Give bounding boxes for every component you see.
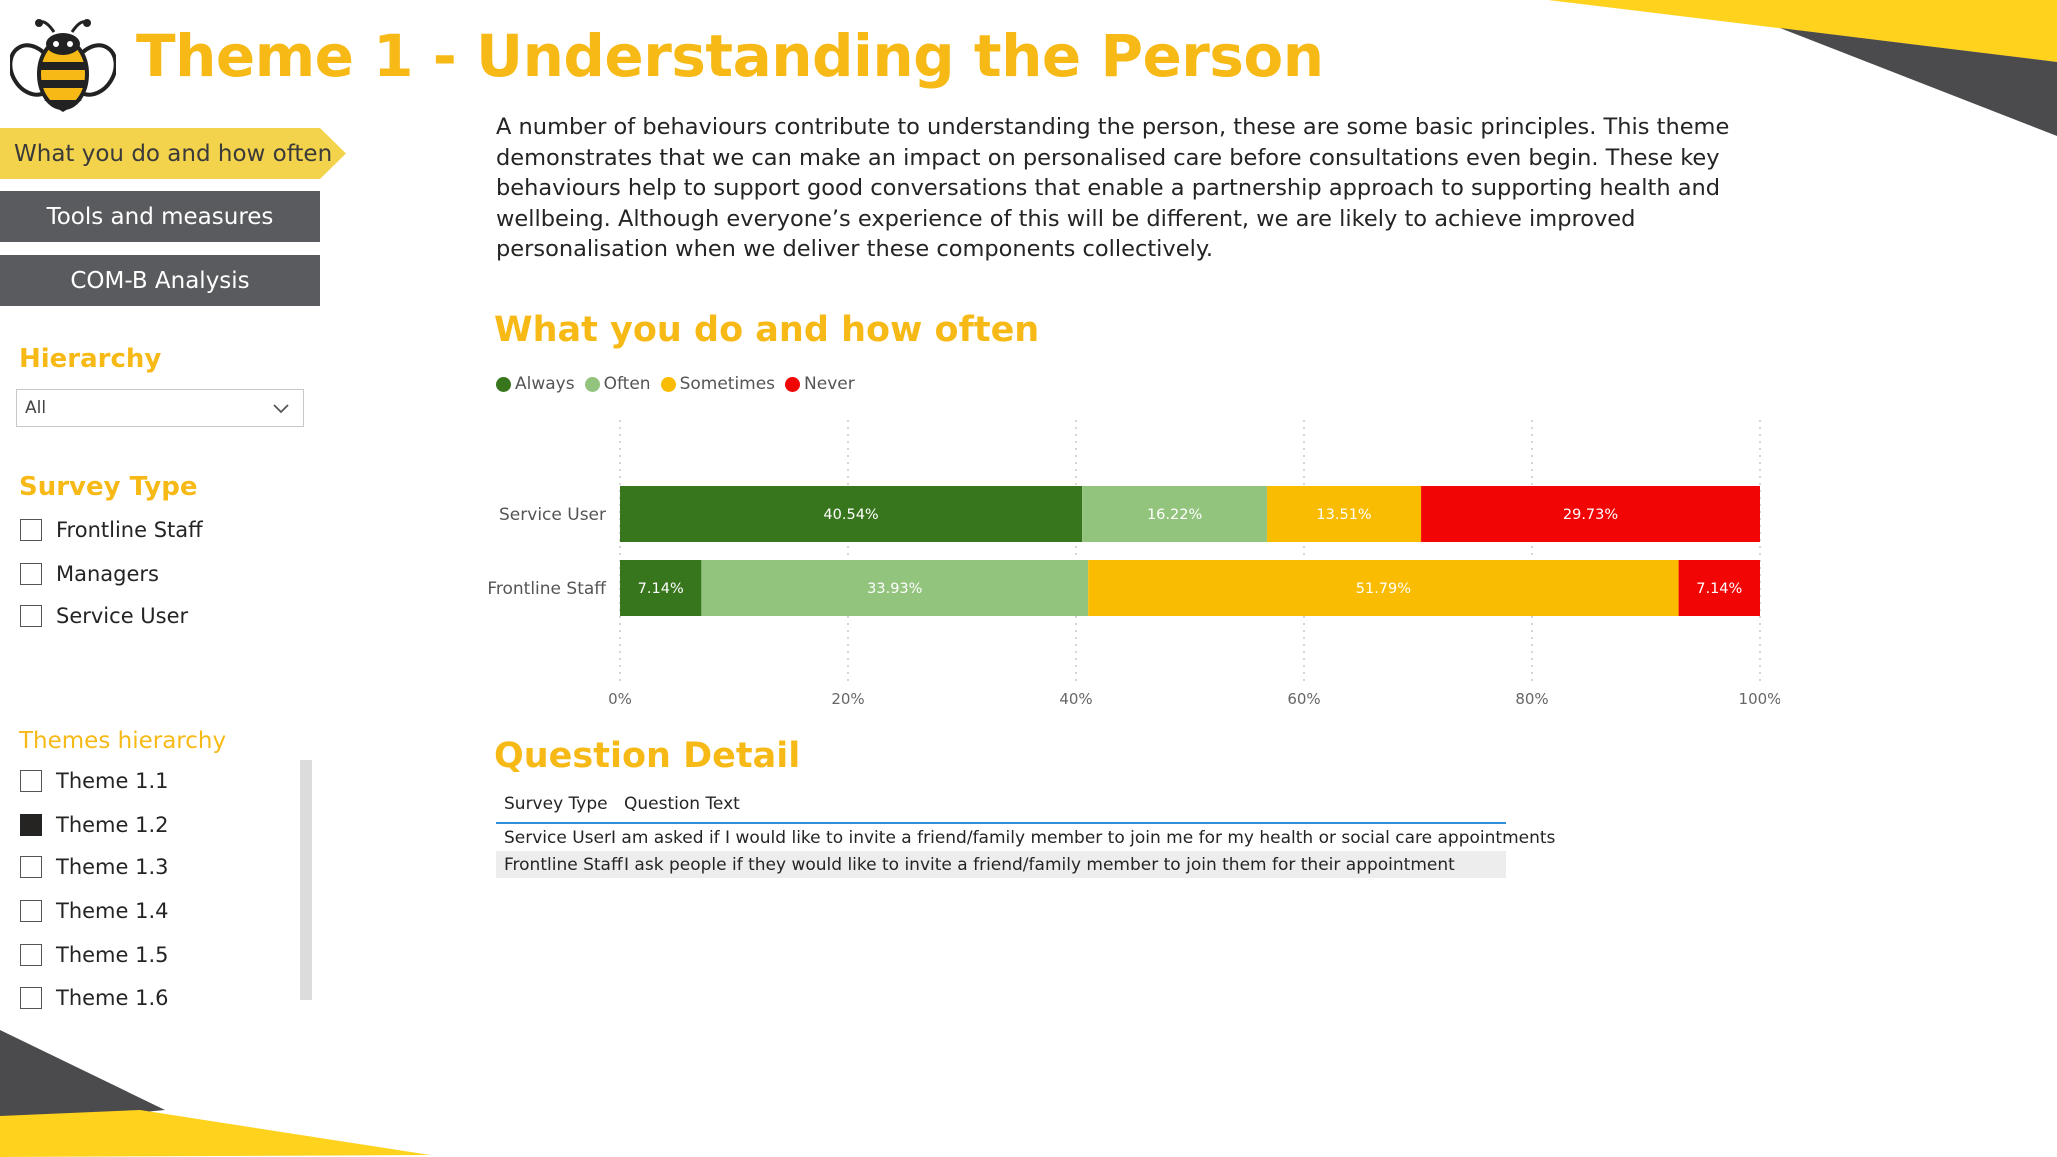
data-label: 16.22% xyxy=(1147,507,1202,523)
data-label: 13.51% xyxy=(1316,507,1371,523)
checkbox-icon[interactable] xyxy=(20,856,42,878)
category-label: Service User xyxy=(499,505,606,525)
theme-option-label: Theme 1.2 xyxy=(56,813,169,837)
legend-label: Often xyxy=(603,374,651,394)
question-table: Survey Type Question Text Service User I… xyxy=(496,786,1555,878)
checkbox-icon[interactable] xyxy=(20,563,42,585)
bar-segment xyxy=(1421,486,1760,542)
column-header-survey-type[interactable]: Survey Type xyxy=(504,794,608,814)
nav-com-b-analysis-button[interactable]: COM-B Analysis xyxy=(0,255,320,306)
themes-scrollbar[interactable] xyxy=(300,760,312,1000)
theme-option[interactable]: Theme 1.2 xyxy=(20,813,169,837)
checkbox-icon[interactable] xyxy=(20,900,42,922)
theme-option[interactable]: Theme 1.5 xyxy=(20,943,169,967)
survey-type-option-label: Service User xyxy=(56,604,189,628)
theme-option-label: Theme 1.1 xyxy=(56,769,169,793)
legend-dot-icon xyxy=(660,376,676,392)
theme-option[interactable]: Theme 1.4 xyxy=(20,899,169,923)
data-label: 7.14% xyxy=(638,581,684,597)
legend-label: Always xyxy=(515,374,575,394)
hierarchy-selected-value: All xyxy=(25,398,47,418)
bar-segment xyxy=(1088,560,1679,616)
legend-item[interactable]: Often xyxy=(584,374,651,394)
x-tick-label: 0% xyxy=(608,690,632,708)
chart-legend: Always Often Sometimes Never xyxy=(496,374,865,394)
data-label: 7.14% xyxy=(1696,581,1742,597)
theme-option[interactable]: Theme 1.1 xyxy=(20,769,169,793)
themes-slicer-title: Themes hierarchy xyxy=(19,728,227,754)
checkbox-icon[interactable] xyxy=(20,944,42,966)
x-tick-label: 20% xyxy=(831,690,864,708)
nav-tools-and-measures-button[interactable]: Tools and measures xyxy=(0,191,320,242)
checkbox-icon[interactable] xyxy=(20,987,42,1009)
table-row: Service User I am asked if I would like … xyxy=(496,824,1555,851)
theme-option-label: Theme 1.5 xyxy=(56,943,169,967)
survey-type-option[interactable]: Managers xyxy=(20,562,159,586)
legend-item[interactable]: Never xyxy=(785,374,855,394)
question-detail-title: Question Detail xyxy=(494,736,801,776)
bar-segment xyxy=(1082,486,1268,542)
legend-item[interactable]: Always xyxy=(496,374,575,394)
theme-option-label: Theme 1.6 xyxy=(56,986,169,1010)
survey-type-option[interactable]: Service User xyxy=(20,604,188,628)
theme-option[interactable]: Theme 1.3 xyxy=(20,855,169,879)
x-tick-label: 60% xyxy=(1287,690,1320,708)
survey-type-option-label: Frontline Staff xyxy=(56,518,203,542)
checkbox-icon[interactable] xyxy=(20,605,42,627)
x-tick-label: 40% xyxy=(1059,690,1092,708)
legend-label: Never xyxy=(804,374,855,394)
data-label: 33.93% xyxy=(867,581,922,597)
x-tick-label: 80% xyxy=(1515,690,1548,708)
survey-type-option-label: Managers xyxy=(56,562,159,586)
table-cell: I am asked if I would like to invite a f… xyxy=(610,827,1556,848)
table-row: Frontline Staff I ask people if they wou… xyxy=(496,851,1506,878)
checkbox-icon[interactable] xyxy=(20,519,42,541)
hierarchy-dropdown[interactable]: All xyxy=(16,389,304,427)
nav-what-you-do-button[interactable]: What you do and how often xyxy=(0,128,346,179)
intro-paragraph: A number of behaviours contribute to und… xyxy=(496,114,1730,262)
stacked-bar-chart: 0% 20% 40% 60% 80% 100% Service User 40.54% 16.2… xyxy=(487,420,1780,708)
data-label: 29.73% xyxy=(1563,507,1618,523)
legend-dot-icon xyxy=(584,376,600,392)
bar-segment xyxy=(1678,560,1760,616)
x-tick-label: 100% xyxy=(1739,690,1780,708)
legend-dot-icon xyxy=(785,376,801,392)
legend-dot-icon xyxy=(496,376,511,392)
table-cell: Frontline Staff xyxy=(504,854,623,875)
category-label: Frontline Staff xyxy=(487,579,607,599)
column-header-question-text[interactable]: Question Text xyxy=(624,794,740,814)
bar-segment xyxy=(620,560,702,616)
chart-title: What you do and how often xyxy=(494,310,1040,350)
legend-label: Sometimes xyxy=(679,374,776,394)
survey-type-option[interactable]: Frontline Staff xyxy=(20,518,203,542)
bee-logo-icon xyxy=(10,19,116,112)
bar-segment xyxy=(1267,486,1422,542)
theme-option-label: Theme 1.4 xyxy=(56,899,169,923)
bottom-left-decoration xyxy=(0,1030,430,1157)
page-title: Theme 1 - Understanding the Person xyxy=(136,22,1324,90)
checkbox-icon[interactable] xyxy=(20,770,42,792)
table-cell: Service User xyxy=(504,827,611,848)
bar-segment xyxy=(620,486,1083,542)
data-label: 40.54% xyxy=(823,507,878,523)
bar-segment xyxy=(701,560,1089,616)
legend-item[interactable]: Sometimes xyxy=(660,374,776,394)
theme-option-label: Theme 1.3 xyxy=(56,855,169,879)
theme-option[interactable]: Theme 1.6 xyxy=(20,986,169,1010)
chevron-down-icon xyxy=(273,404,289,414)
checkbox-checked-icon[interactable] xyxy=(20,814,42,836)
hierarchy-slicer-title: Hierarchy xyxy=(19,344,162,374)
table-cell: I ask people if they would like to invit… xyxy=(624,854,1455,875)
table-header: Survey Type Question Text xyxy=(496,786,1506,824)
data-label: 51.79% xyxy=(1356,581,1411,597)
survey-type-slicer-title: Survey Type xyxy=(19,472,198,502)
